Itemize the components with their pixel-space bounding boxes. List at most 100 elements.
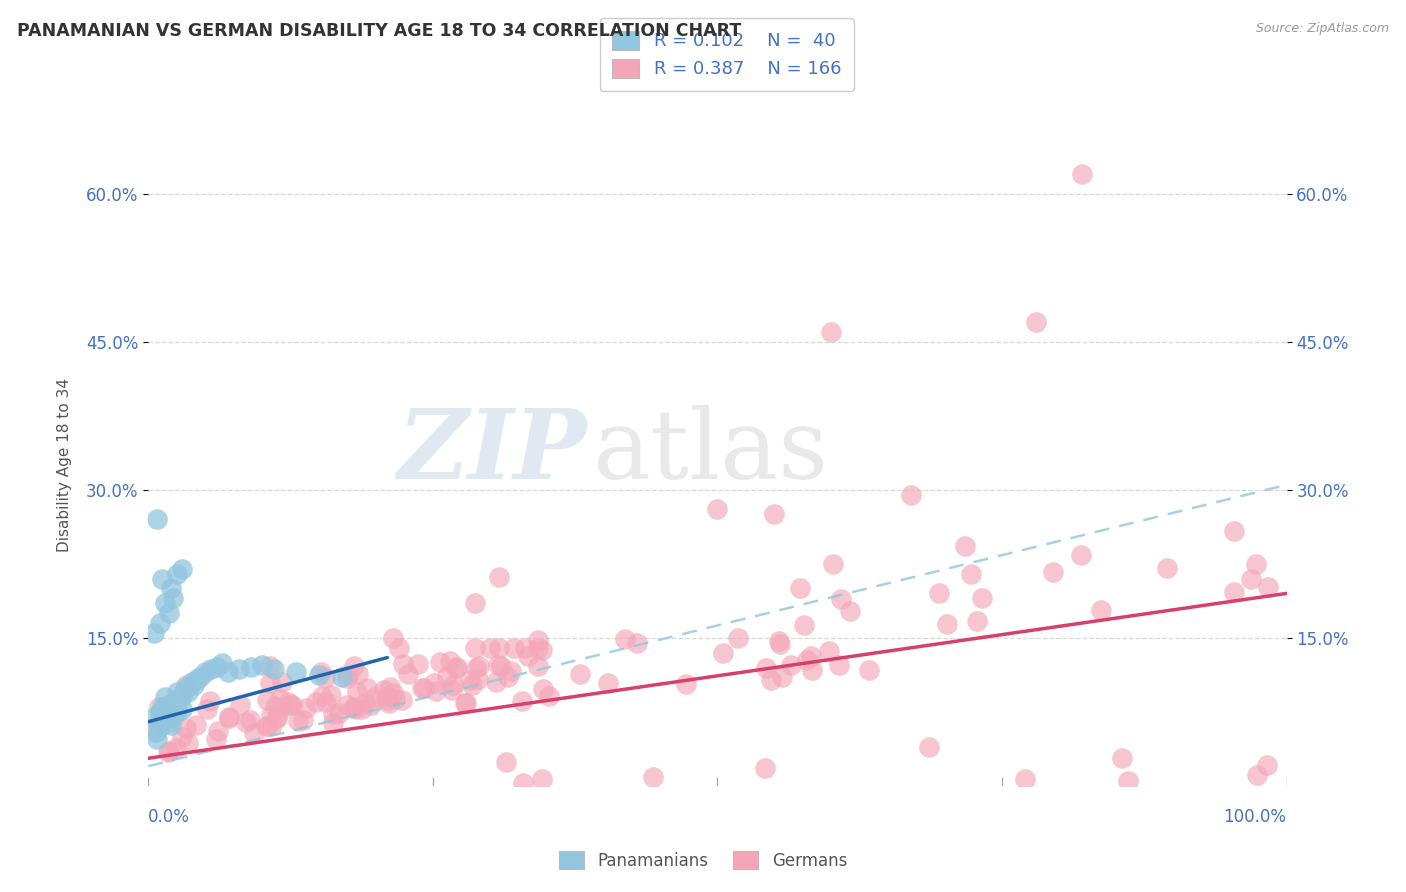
Point [172,688,194,702]
Point [527,659,550,673]
Point [152,712,174,726]
Point [373,683,395,698]
Point [953,539,976,553]
Point [1256,758,1278,772]
Point [354,696,377,710]
Point [479,640,502,655]
Point [155,707,177,722]
Point [264,698,287,713]
Point [793,618,815,632]
Point [150,572,173,586]
Point [183,678,205,692]
Point [356,681,378,695]
Point [143,626,166,640]
Point [150,700,173,714]
Point [526,633,548,648]
Point [468,658,491,673]
Point [155,596,177,610]
Point [488,569,510,583]
Point [360,698,382,712]
Point [260,718,283,732]
Point [458,673,481,687]
Point [309,665,332,680]
Y-axis label: Disability Age 18 to 34: Disability Age 18 to 34 [58,378,72,552]
Point [200,693,222,707]
Point [436,669,458,683]
Point [830,592,852,607]
Point [391,692,413,706]
Point [510,694,533,708]
Point [596,676,619,690]
Point [800,663,823,677]
Point [342,700,364,714]
Point [626,636,648,650]
Point [287,714,309,728]
Point [928,586,950,600]
Point [259,659,281,673]
Point [165,741,187,756]
Point [464,661,486,675]
Point [322,706,344,721]
Point [295,700,318,714]
Point [194,665,217,680]
Point [820,325,842,339]
Point [228,662,250,676]
Point [162,710,184,724]
Point [172,702,194,716]
Point [439,654,461,668]
Point [180,675,202,690]
Point [425,684,447,698]
Point [155,690,177,704]
Point [531,681,554,696]
Point [454,696,477,710]
Point [446,660,468,674]
Point [195,702,218,716]
Point [146,512,169,526]
Point [461,678,484,692]
Point [145,724,167,739]
Point [200,662,222,676]
Legend: Panamanians, Germans: Panamanians, Germans [553,845,853,877]
Point [172,562,194,576]
Point [770,670,793,684]
Point [486,658,509,673]
Point [155,707,177,722]
Point [336,698,359,712]
Point [1025,315,1047,329]
Point [176,678,198,692]
Text: ZIP: ZIP [396,405,586,500]
Point [711,646,734,660]
Point [254,719,277,733]
Point [218,711,240,725]
Point [166,705,188,719]
Point [160,582,183,596]
Point [157,698,180,712]
Point [406,657,429,672]
Point [311,689,333,703]
Point [1240,572,1263,586]
Point [396,667,419,681]
Text: 100.0%: 100.0% [1223,808,1286,826]
Point [513,640,536,655]
Point [157,714,180,729]
Point [343,658,366,673]
Point [336,671,359,685]
Point [274,698,297,713]
Point [1223,585,1246,599]
Point [768,633,790,648]
Point [259,707,281,722]
Point [148,699,170,714]
Point [315,695,337,709]
Point [166,566,188,581]
Point [440,682,463,697]
Point [328,706,350,720]
Point [291,714,314,728]
Point [641,770,664,784]
Point [537,689,560,703]
Point [1257,580,1279,594]
Point [263,662,285,676]
Point [172,730,194,744]
Text: Source: ZipAtlas.com: Source: ZipAtlas.com [1256,22,1389,36]
Point [517,649,540,664]
Point [503,640,526,655]
